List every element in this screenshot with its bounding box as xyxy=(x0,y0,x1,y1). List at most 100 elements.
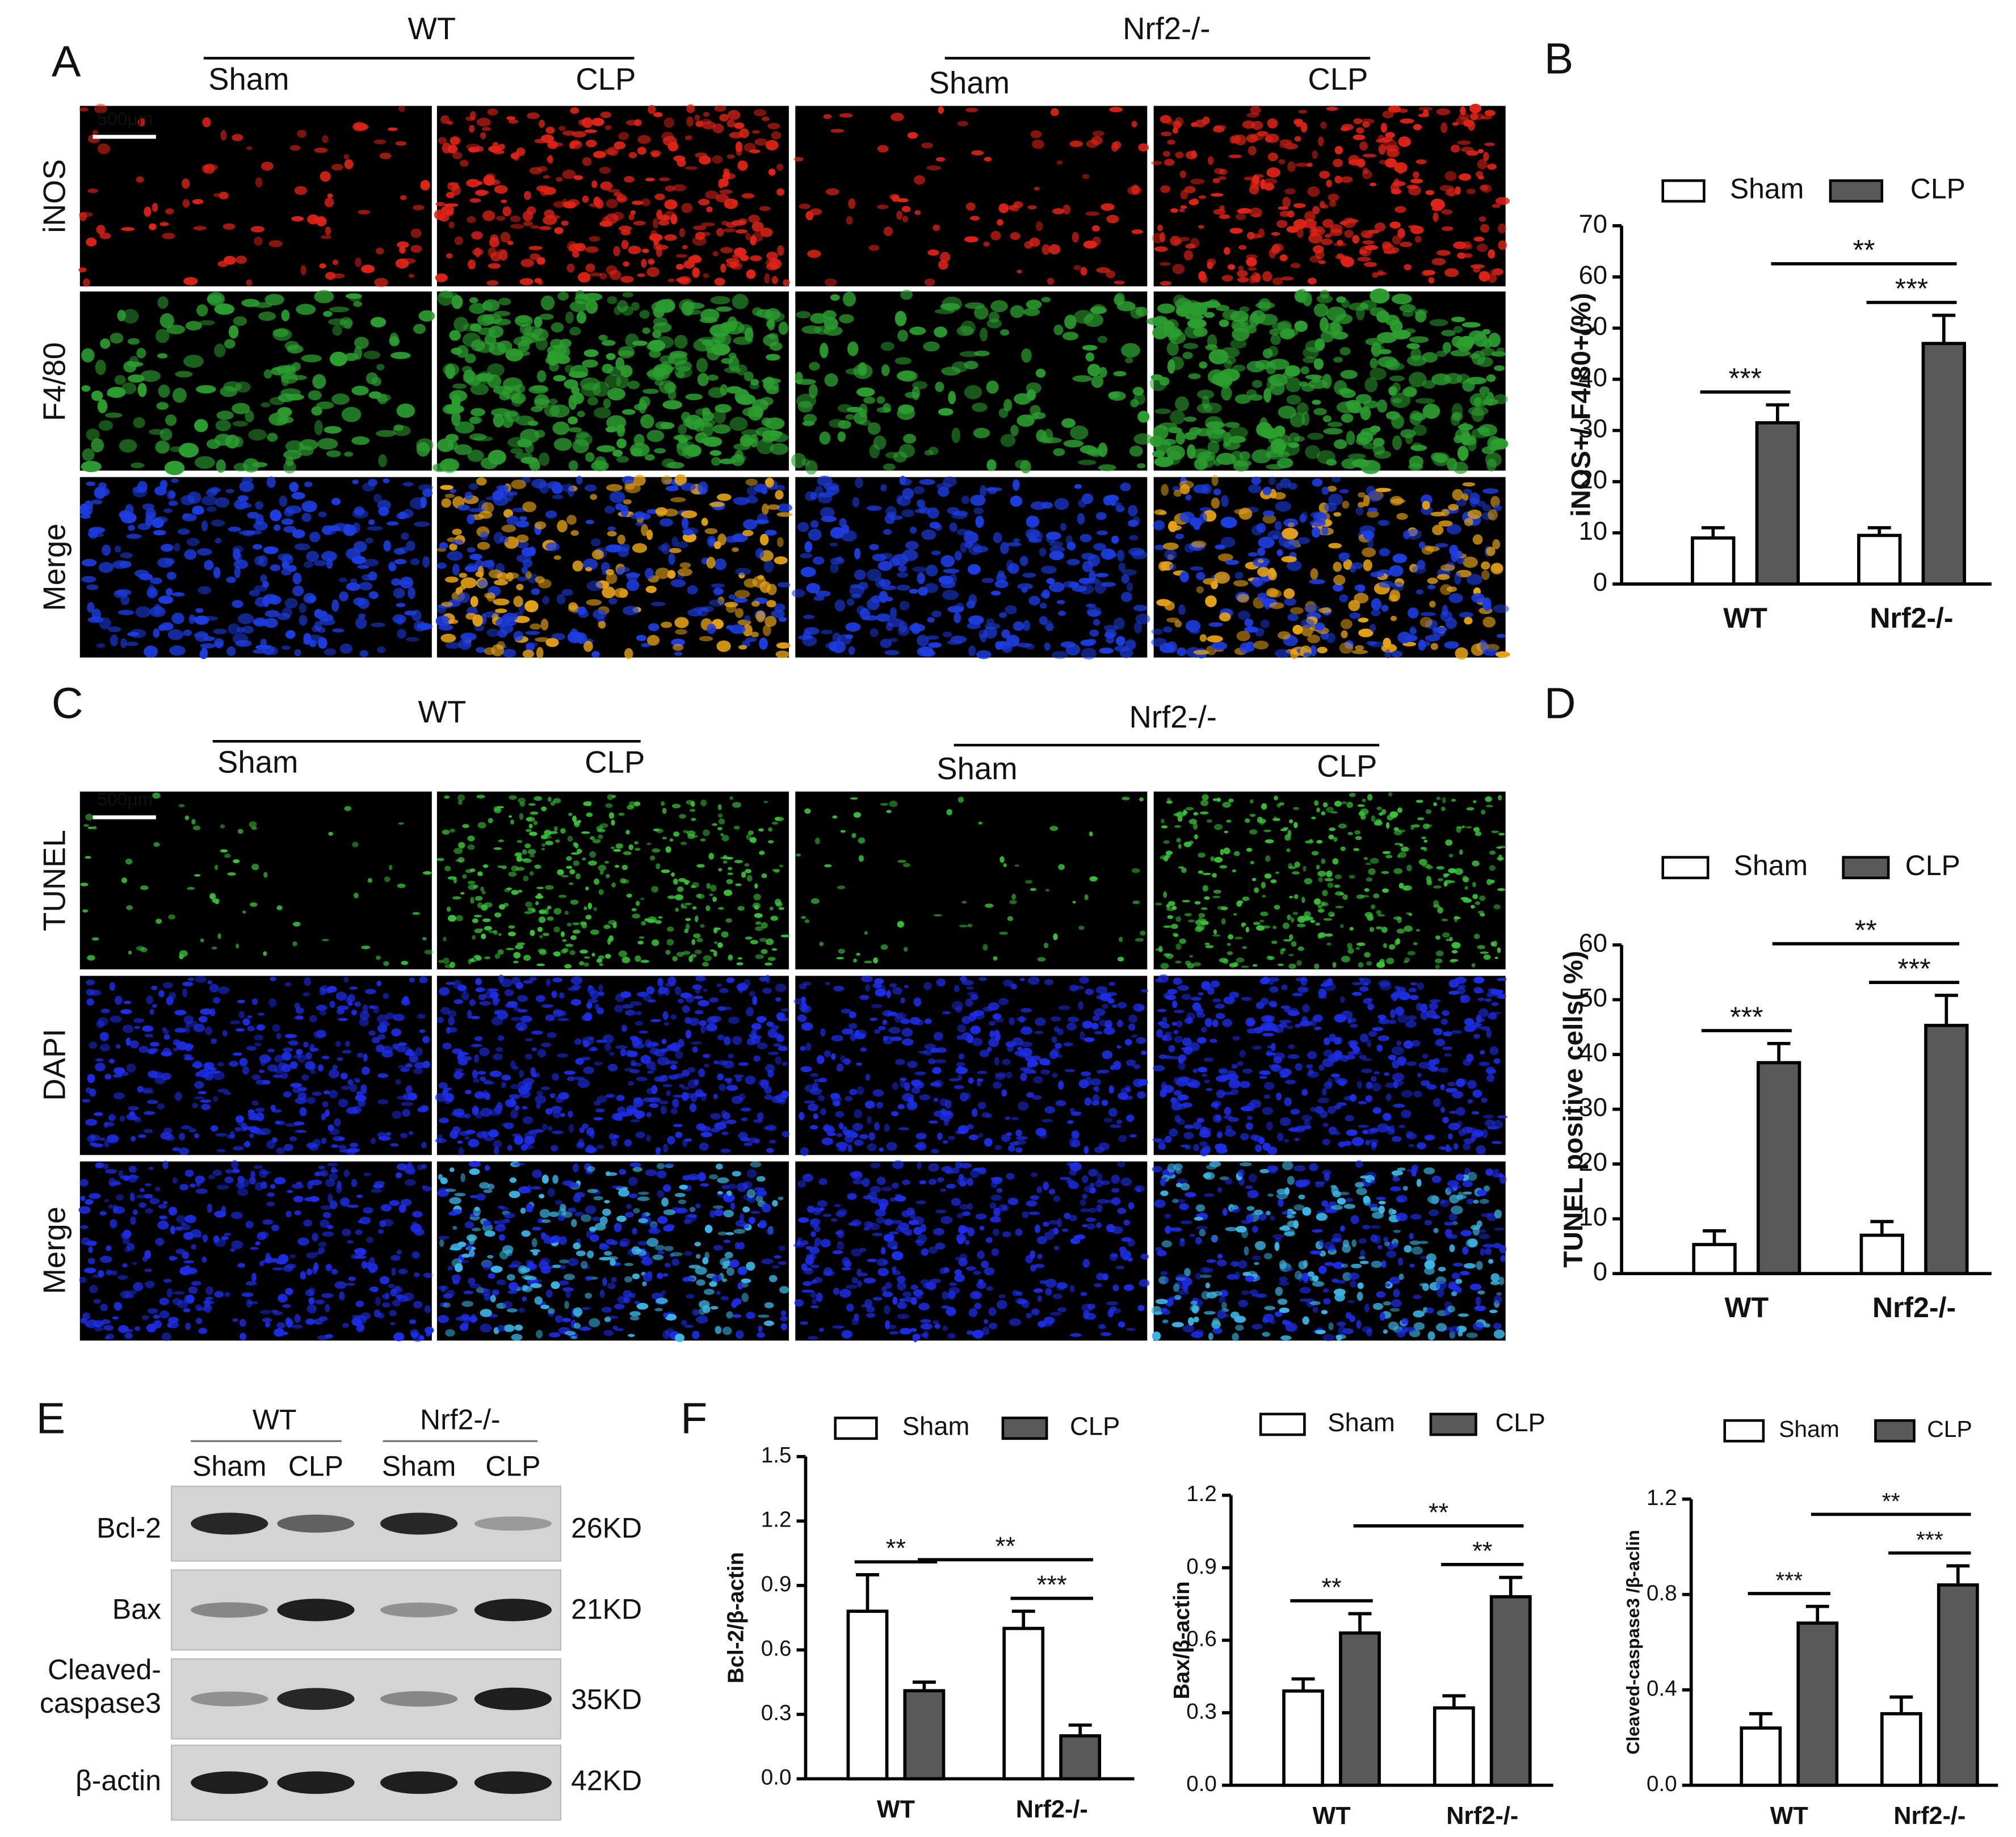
cell xyxy=(990,590,1001,596)
cell xyxy=(759,637,768,650)
cell xyxy=(1257,817,1263,823)
cell xyxy=(1349,875,1355,879)
cell xyxy=(157,1103,165,1109)
cell xyxy=(1326,179,1332,187)
cell xyxy=(126,905,133,910)
cell xyxy=(614,864,620,868)
cell xyxy=(444,964,453,969)
cell xyxy=(470,383,489,396)
cell xyxy=(1248,484,1262,494)
cell xyxy=(544,404,560,417)
cell xyxy=(649,1048,660,1055)
cell xyxy=(710,1128,720,1133)
cell xyxy=(553,555,561,560)
cell xyxy=(156,918,162,924)
cell xyxy=(1187,444,1196,459)
cell xyxy=(837,431,846,442)
cell xyxy=(726,119,736,128)
cell xyxy=(1129,445,1143,457)
cell xyxy=(294,649,301,657)
cell xyxy=(699,1020,707,1027)
cell xyxy=(1245,927,1249,933)
cell xyxy=(964,385,982,400)
cell xyxy=(776,163,784,171)
cell xyxy=(492,997,499,1006)
cell xyxy=(1292,911,1298,915)
cell xyxy=(1163,626,1173,633)
cell xyxy=(1167,901,1175,906)
cell xyxy=(630,210,636,215)
cell xyxy=(728,1053,734,1059)
cell xyxy=(309,1044,315,1052)
cell xyxy=(534,394,549,409)
cell xyxy=(258,555,268,568)
cell xyxy=(706,557,716,569)
cell xyxy=(639,1030,648,1034)
cell xyxy=(689,1103,696,1112)
cell xyxy=(1488,249,1496,259)
cell xyxy=(755,954,764,959)
cell xyxy=(1397,108,1408,113)
cell xyxy=(859,403,868,414)
cell xyxy=(967,923,973,928)
cell xyxy=(1341,801,1347,804)
cell xyxy=(100,1008,110,1014)
cell xyxy=(127,374,145,383)
cell xyxy=(417,1108,428,1113)
cell xyxy=(276,905,283,910)
cell xyxy=(720,1148,731,1153)
cell xyxy=(1279,802,1284,806)
cell xyxy=(778,616,787,622)
cell xyxy=(1040,592,1048,598)
cell xyxy=(639,936,645,939)
cell xyxy=(1284,188,1296,195)
cell xyxy=(122,1024,134,1033)
cell xyxy=(1370,367,1387,380)
cell xyxy=(645,178,655,182)
cell xyxy=(1427,577,1438,585)
cell xyxy=(769,906,774,910)
cell xyxy=(1288,819,1293,823)
cell xyxy=(292,529,305,539)
cell xyxy=(196,385,216,394)
cell xyxy=(774,603,786,612)
cell xyxy=(1132,900,1140,905)
cell xyxy=(548,215,560,220)
cell xyxy=(1432,627,1447,632)
cell xyxy=(1480,224,1490,233)
cell xyxy=(478,1092,488,1097)
cell xyxy=(394,548,405,555)
row-label: TUNEL xyxy=(37,830,72,931)
cell xyxy=(474,896,483,901)
cell xyxy=(1288,866,1296,869)
cell xyxy=(663,117,675,128)
cell xyxy=(661,132,674,141)
cell xyxy=(258,1012,265,1016)
cell xyxy=(493,847,502,850)
cell xyxy=(897,571,909,578)
cell xyxy=(845,414,855,420)
cell xyxy=(1471,963,1476,968)
cell xyxy=(1262,486,1272,495)
cell xyxy=(646,1087,654,1095)
cell xyxy=(710,296,730,305)
cell xyxy=(585,567,593,571)
cell xyxy=(308,390,322,401)
cell xyxy=(568,460,578,471)
cell xyxy=(901,509,915,518)
cell xyxy=(1309,839,1313,842)
cell xyxy=(1265,360,1276,375)
cell xyxy=(1303,292,1312,306)
cell xyxy=(362,1066,370,1075)
cell xyxy=(755,427,770,436)
cell xyxy=(1275,482,1283,490)
cell xyxy=(516,540,529,549)
cell xyxy=(327,194,333,198)
cell xyxy=(526,829,532,833)
cell xyxy=(1101,582,1116,587)
cell xyxy=(940,581,956,588)
cell xyxy=(535,901,539,906)
cell xyxy=(1139,797,1144,802)
cell xyxy=(683,418,694,427)
cell xyxy=(245,410,254,423)
